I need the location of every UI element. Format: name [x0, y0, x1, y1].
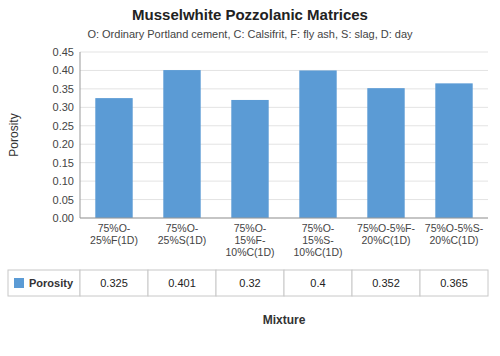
x-tick-label-line: 25%F(1D)	[90, 234, 138, 246]
x-tick-label-line: 75%O-	[234, 222, 267, 234]
table-cell	[148, 270, 216, 296]
x-tick-label: 75%O-5%S-20%C(1D)	[425, 222, 484, 246]
data-label: 0.4	[310, 277, 325, 289]
table-cell	[80, 270, 148, 296]
x-tick-label-line: 15%S-	[302, 234, 334, 246]
x-tick-label-line: 75%O-5%S-	[425, 222, 484, 234]
x-axis-line	[80, 218, 488, 219]
title: Musselwhite Pozzolanic Matrices	[132, 6, 368, 23]
bar	[231, 100, 268, 218]
y-tick-label: 0.35	[53, 83, 74, 95]
bar	[367, 88, 404, 218]
legend-cell	[8, 270, 80, 296]
y-axis-line	[80, 52, 81, 218]
x-tick-label-line: 20%C(1D)	[361, 234, 410, 246]
grid-line	[80, 52, 488, 53]
legend-label: Porosity	[29, 277, 74, 289]
table-cell	[420, 270, 488, 296]
grid-line	[80, 107, 488, 108]
grid-line	[80, 125, 488, 126]
subtitle: O: Ordinary Portland cement, C: Calsifri…	[87, 28, 413, 40]
bars	[95, 70, 472, 218]
y-tick-label: 0.10	[53, 175, 74, 187]
grid-line	[80, 88, 488, 89]
grid-line	[80, 70, 488, 71]
x-tick-label-line: 75%O-5%F-	[357, 222, 415, 234]
bar	[435, 83, 472, 218]
x-tick-label-line: 25%S(1D)	[158, 234, 206, 246]
grid-line	[80, 199, 488, 200]
data-label: 0.365	[440, 277, 468, 289]
grid	[80, 52, 488, 218]
x-tick-label: 75%O-15%S-10%C(1D)	[293, 222, 342, 258]
data-label: 0.401	[168, 277, 196, 289]
bar	[163, 70, 200, 218]
x-tick-label: 75%O-15%F-10%C(1D)	[225, 222, 274, 258]
x-tick-label-line: 20%C(1D)	[429, 234, 478, 246]
y-tick-label: 0.25	[53, 120, 74, 132]
table-cell	[352, 270, 420, 296]
chart-svg: Musselwhite Pozzolanic Matrices O: Ordina…	[0, 0, 500, 356]
chart-container: Musselwhite Pozzolanic Matrices O: Ordina…	[0, 0, 500, 356]
data-label: 0.325	[100, 277, 128, 289]
x-tick-label: 75%O-5%F-20%C(1D)	[357, 222, 415, 246]
y-axis-label: Porosity	[7, 113, 21, 156]
y-tick-label: 0.40	[53, 64, 74, 76]
x-axis-label: Mixture	[263, 313, 306, 327]
y-tick-label: 0.15	[53, 157, 74, 169]
x-tick-label-line: 10%C(1D)	[225, 246, 274, 258]
bar	[95, 98, 132, 218]
x-tick-label-line: 10%C(1D)	[293, 246, 342, 258]
x-tick-label: 75%O-25%S(1D)	[158, 222, 206, 246]
grid-line	[80, 162, 488, 163]
y-tick-label: 0.45	[53, 46, 74, 58]
x-tick-label: 75%O-25%F(1D)	[90, 222, 138, 246]
x-tick-label-line: 75%O-	[98, 222, 131, 234]
y-tick-label: 0.30	[53, 101, 74, 113]
data-label: 0.32	[239, 277, 260, 289]
data-table: Porosity 0.325 0.401 0.32 0.4 0.352 0.365	[8, 270, 488, 296]
table-cell	[216, 270, 284, 296]
grid-line	[80, 218, 488, 219]
data-label: 0.352	[372, 277, 400, 289]
grid-line	[80, 144, 488, 145]
y-tick-label: 0.05	[53, 194, 74, 206]
table-cell	[284, 270, 352, 296]
y-tick-label: 0.20	[53, 138, 74, 150]
x-tick-label-line: 75%O-	[166, 222, 199, 234]
grid-line	[80, 181, 488, 182]
x-tick-label-line: 15%F-	[235, 234, 266, 246]
bar	[299, 70, 336, 218]
y-tick-label: 0.00	[53, 212, 74, 224]
x-tick-label-line: 75%O-	[302, 222, 335, 234]
legend-swatch	[14, 278, 24, 288]
